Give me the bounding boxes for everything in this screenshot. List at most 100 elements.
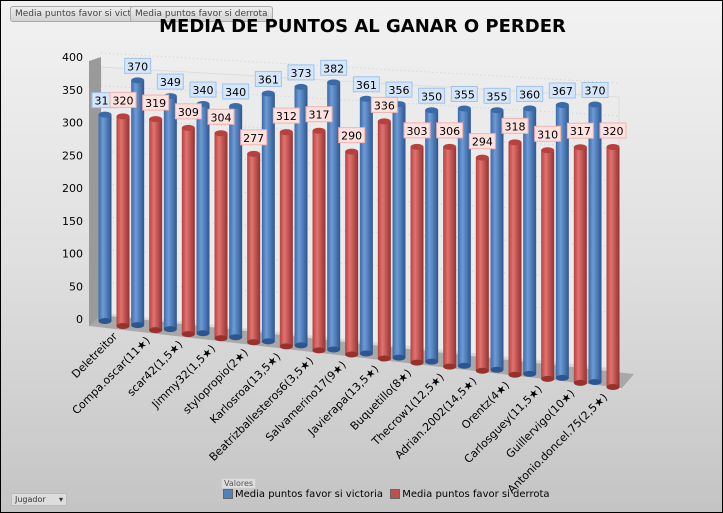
bar-cap [573, 144, 587, 151]
bar-base [606, 384, 620, 390]
bar-derrota [573, 147, 587, 383]
bar-base [116, 323, 130, 329]
bar-base [523, 370, 537, 377]
bar-base [490, 366, 504, 373]
bar-cap [294, 83, 308, 90]
bar-base [131, 322, 145, 329]
bar-base [573, 379, 587, 386]
bar-base [345, 351, 359, 358]
bar-victoria [98, 114, 112, 321]
bar-base [229, 334, 243, 341]
data-label: 317 [309, 109, 330, 122]
bar-base [327, 346, 341, 353]
bar-cap [588, 101, 602, 108]
data-label-box [174, 103, 202, 120]
bar-cap [410, 143, 424, 150]
filter-button-derrota[interactable]: Media puntos favor si derrota [130, 6, 273, 22]
bar-victoria [327, 82, 341, 350]
bar-derrota [312, 130, 326, 351]
data-label-box [468, 133, 496, 150]
data-label-box [548, 82, 576, 99]
bar-victoria [588, 104, 602, 382]
bar-cap [425, 107, 439, 114]
data-label: 367 [552, 85, 573, 98]
x-tick-label: Jimmy32(1,5★) [149, 342, 218, 411]
bar-cap [181, 124, 195, 131]
bar-base [294, 342, 308, 349]
data-label: 320 [113, 94, 134, 107]
bar-victoria [425, 110, 439, 362]
bar-base [312, 347, 326, 354]
bar-cap [523, 105, 537, 112]
data-label: 350 [421, 90, 442, 103]
bar-base [541, 375, 555, 382]
bar-base [457, 362, 471, 369]
data-label-box [109, 91, 137, 108]
data-label-box [189, 81, 217, 98]
data-label: 370 [585, 85, 606, 98]
data-label-box [370, 96, 398, 113]
bar-derrota [606, 147, 620, 387]
bar-cap [327, 79, 341, 86]
data-label-box [305, 106, 333, 123]
bar-base [279, 343, 293, 350]
data-label: 356 [389, 84, 410, 97]
data-label: 336 [374, 99, 395, 112]
legend-swatch-victoria [223, 489, 233, 499]
data-label: 361 [356, 79, 377, 92]
bar-victoria [359, 98, 373, 354]
data-label: 290 [341, 130, 362, 143]
data-label: 340 [193, 84, 214, 97]
data-label-box [272, 107, 300, 124]
bar-base [410, 359, 424, 366]
data-label: 294 [472, 136, 493, 149]
bar-cap [261, 90, 275, 97]
data-label-box [566, 122, 594, 139]
data-label: 317 [570, 125, 591, 138]
axis-field-label: Jugador [15, 495, 46, 504]
data-label-box [207, 108, 235, 125]
bar-base [181, 331, 195, 338]
bar-derrota [181, 127, 195, 335]
values-field-button[interactable]: Valores [221, 478, 257, 489]
y-tick-label: 100 [62, 248, 83, 261]
y-tick-label: 350 [62, 84, 83, 97]
bar-victoria [490, 110, 504, 370]
chart-title: MEDIA DE PUNTOS AL GANAR O PERDER [159, 16, 566, 37]
bar-derrota [443, 146, 457, 367]
bar-derrota [279, 132, 293, 347]
bar-cap [247, 150, 261, 157]
data-label-box [483, 87, 511, 104]
bar-base [377, 355, 391, 362]
bar-derrota [214, 133, 228, 339]
y-tick-label: 0 [76, 313, 83, 326]
bar-cap [475, 154, 489, 161]
bar-base [508, 371, 522, 378]
bar-cap [279, 129, 293, 136]
bar-base [149, 327, 163, 334]
axis-field-button[interactable]: Jugador ▾ [11, 493, 67, 506]
bar-derrota [410, 146, 424, 363]
bar-derrota [475, 157, 489, 371]
data-label: 310 [537, 128, 558, 141]
data-label-box [142, 94, 170, 111]
bar-base [475, 367, 489, 374]
data-label: 373 [291, 67, 312, 80]
bar-base [214, 335, 228, 342]
legend-label-victoria: Media puntos favor si victoria [235, 489, 384, 500]
bar-cap [149, 116, 163, 123]
bar-cap [116, 113, 130, 120]
data-label: 277 [243, 132, 264, 145]
bar-base [443, 363, 457, 370]
y-tick-label: 150 [62, 215, 83, 228]
data-label: 361 [258, 73, 279, 86]
data-label: 360 [519, 88, 540, 101]
bar-victoria [392, 104, 406, 358]
data-label: 319 [145, 97, 166, 110]
data-label-box [222, 83, 250, 100]
bar-derrota [116, 116, 130, 327]
data-label-box [403, 122, 431, 139]
bar-victoria [196, 104, 210, 334]
bar-base [98, 318, 112, 324]
